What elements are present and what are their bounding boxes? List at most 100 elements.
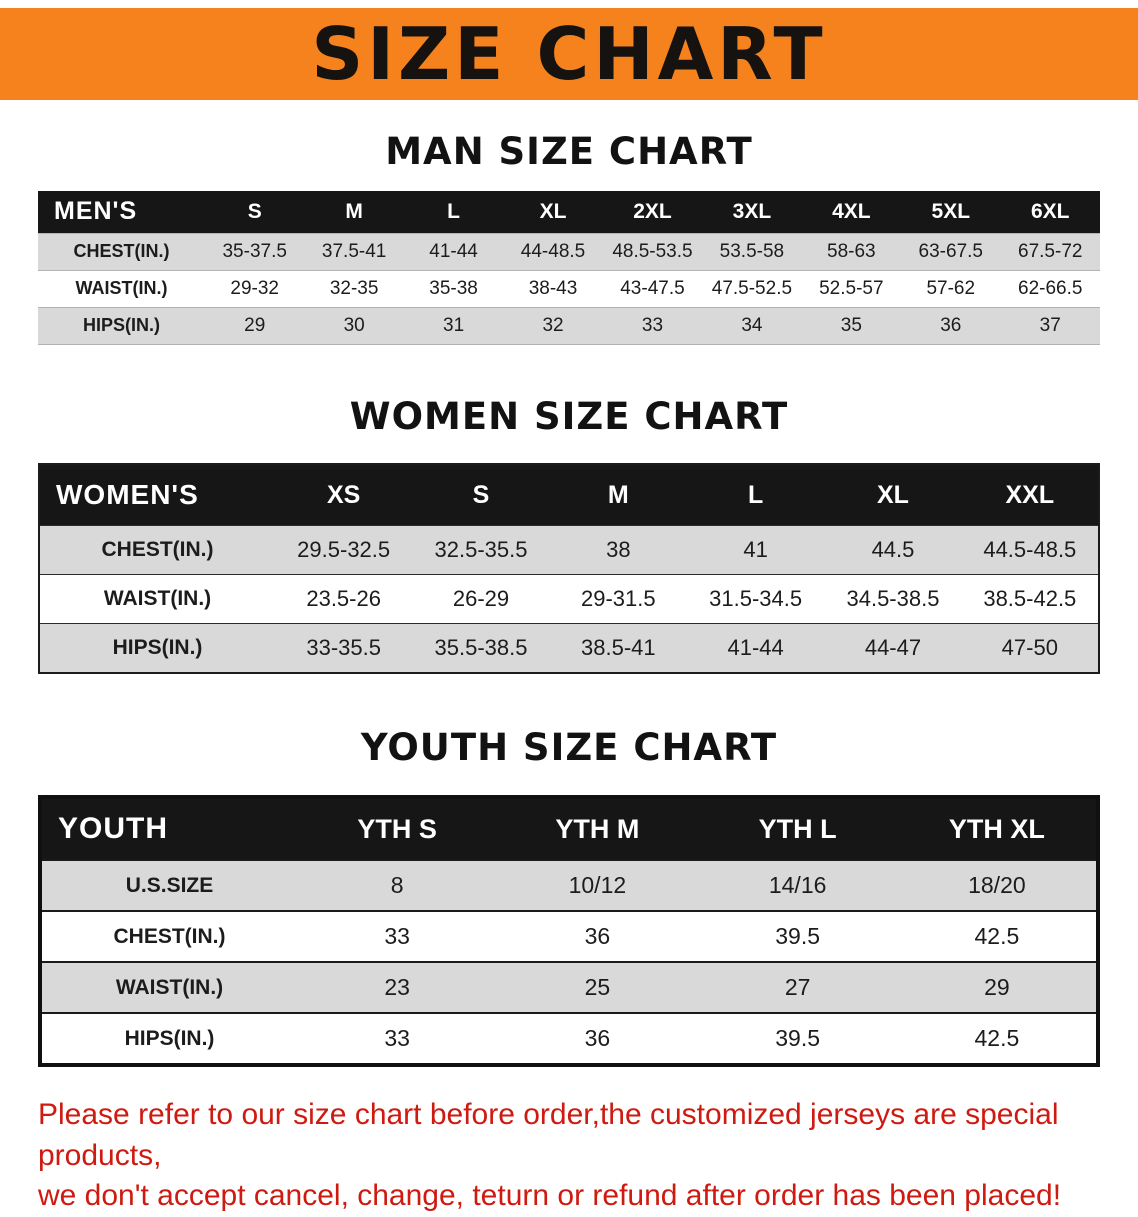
size-header-cell: XL: [824, 464, 962, 526]
size-header-cell: L: [403, 190, 504, 234]
page-title: SIZE CHART: [311, 12, 827, 96]
value-cell: 38-43: [528, 277, 578, 299]
value-cell: 43-47.5: [620, 277, 685, 299]
value-cell: 41: [743, 537, 768, 563]
value-cell: 34.5-38.5: [846, 586, 940, 612]
size-header-cell: S: [412, 464, 550, 526]
row-label-cell: CHEST(IN.): [73, 241, 170, 262]
value-cell: 32.5-35.5: [434, 537, 528, 563]
value-cell: 58-63: [827, 240, 876, 262]
value-cell: 33-35.5: [306, 635, 381, 661]
table-title-cell: YOUTH: [40, 797, 297, 861]
size-header-cell: YTH M: [497, 797, 698, 861]
value-cell: 29.5-32.5: [297, 537, 391, 563]
row-label-cell: HIPS(IN.): [124, 1026, 215, 1050]
size-header-cell: 3XL: [702, 190, 802, 234]
value-cell: 8: [390, 872, 404, 899]
size-header-cell: XS: [275, 464, 413, 526]
value-cell: 38: [606, 537, 631, 563]
row-label-cell: WAIST(IN.): [115, 975, 224, 999]
size-header-cell: 6XL: [1000, 190, 1100, 234]
disclaimer: Please refer to our size chart before or…: [38, 1095, 1100, 1217]
women-size-table: WOMEN'S XS S M L XL XXL CHEST(IN.) 29.5-32.5 32.5…: [38, 463, 1100, 675]
value-cell: 48.5-53.5: [612, 240, 693, 262]
size-header-cell: YTH XL: [897, 797, 1098, 861]
value-cell: 29-32: [230, 277, 280, 299]
table-row: WAIST(IN.) 29-32 32-35 35-38 38-43 43-47.5 47.…: [38, 270, 1100, 308]
women-section-heading: WOMEN SIZE CHART: [349, 394, 789, 438]
value-cell: 25: [584, 974, 611, 1001]
value-cell: 38.5-42.5: [983, 586, 1077, 612]
women-size-section: WOMEN SIZE CHART WOMEN'S XS S M L XL XXL CHEST(…: [0, 394, 1138, 675]
table-row: U.S.SIZE 8 10/12 14/16 18/20: [40, 860, 1098, 912]
table-row: CHEST(IN.) 33 36 39.5 42.5: [40, 911, 1098, 962]
row-label-cell: HIPS(IN.): [82, 315, 160, 336]
value-cell: 32: [542, 314, 564, 336]
value-cell: 44.5-48.5: [983, 537, 1077, 563]
value-cell: 35: [840, 314, 862, 336]
value-cell: 34: [741, 314, 763, 336]
value-cell: 53.5-58: [719, 240, 785, 262]
men-size-table: MEN'S S M L XL 2XL 3XL 4XL 5XL 6XL CHEST(IN.) 35-37…: [38, 190, 1100, 345]
value-cell: 35-38: [429, 277, 478, 299]
value-cell: 39.5: [775, 1025, 820, 1052]
table-header-row: YOUTH YTH S YTH M YTH L YTH XL: [40, 797, 1098, 861]
table-header-row: WOMEN'S XS S M L XL XXL: [39, 464, 1099, 526]
value-cell: 18/20: [968, 872, 1026, 899]
table-row: WAIST(IN.) 23 25 27 29: [40, 962, 1098, 1014]
value-cell: 31: [443, 314, 465, 336]
value-cell: 41-44: [429, 240, 478, 262]
value-cell: 44-48.5: [520, 240, 586, 262]
disclaimer-line-2: we don't accept cancel, change, teturn o…: [38, 1179, 1062, 1213]
youth-size-table: YOUTH YTH S YTH M YTH L YTH XL U.S.SIZE 8 10/12…: [38, 795, 1100, 1068]
size-header-cell: YTH S: [297, 797, 498, 861]
value-cell: 42.5: [974, 923, 1020, 950]
table-row: CHEST(IN.) 29.5-32.5 32.5-35.5 38 41 44.5 44.5…: [39, 525, 1099, 575]
size-header-cell: M: [304, 190, 404, 234]
value-cell: 33: [384, 1025, 410, 1052]
value-cell: 23: [384, 974, 410, 1001]
value-cell: 47-50: [1001, 635, 1058, 661]
value-cell: 36: [940, 314, 962, 336]
value-cell: 31.5-34.5: [709, 586, 803, 612]
value-cell: 29-31.5: [581, 586, 656, 612]
table-row: WAIST(IN.) 23.5-26 26-29 29-31.5 31.5-34.5 34…: [39, 574, 1099, 624]
banner: SIZE CHART: [0, 8, 1138, 100]
value-cell: 37.5-41: [321, 240, 387, 262]
row-label-cell: U.S.SIZE: [125, 873, 214, 897]
row-label-cell: CHEST(IN.): [101, 538, 214, 562]
value-cell: 10/12: [568, 872, 627, 899]
value-cell: 30: [343, 314, 365, 336]
table-row: HIPS(IN.) 33 36 39.5 42.5: [40, 1013, 1098, 1065]
row-label-cell: WAIST(IN.): [103, 587, 212, 611]
size-header-cell: S: [205, 190, 305, 234]
value-cell: 57-62: [926, 277, 976, 299]
men-size-section: MAN SIZE CHART MEN'S S M L XL 2XL 3XL 4XL 5XL 6XL…: [0, 131, 1138, 345]
value-cell: 37: [1039, 314, 1061, 336]
size-chart-page: { "banner": { "title": "SIZE CHART" }, "…: [0, 8, 1138, 1217]
value-cell: 36: [584, 1025, 611, 1052]
table-row: CHEST(IN.) 35-37.5 37.5-41 41-44 44-48.5 48.5…: [38, 233, 1100, 271]
value-cell: 29: [244, 314, 266, 336]
disclaimer-line-1: Please refer to our size chart before or…: [38, 1098, 1059, 1172]
value-cell: 33: [641, 314, 664, 336]
value-cell: 44-47: [864, 635, 922, 661]
value-cell: 32-35: [329, 277, 379, 299]
size-header-cell: M: [549, 464, 687, 526]
size-header-cell: XL: [503, 190, 603, 234]
row-label-cell: CHEST(IN.): [113, 924, 226, 948]
value-cell: 29: [984, 974, 1010, 1001]
value-cell: 26-29: [452, 586, 510, 612]
value-cell: 36: [584, 923, 611, 950]
value-cell: 39.5: [775, 923, 820, 950]
value-cell: 27: [784, 974, 811, 1001]
value-cell: 35-37.5: [222, 240, 287, 262]
youth-size-section: YOUTH SIZE CHART YOUTH YTH S YTH M YTH L YTH…: [0, 726, 1138, 1068]
table-header-row: MEN'S S M L XL 2XL 3XL 4XL 5XL 6XL: [38, 190, 1100, 234]
value-cell: 44.5: [871, 537, 915, 563]
value-cell: 41-44: [727, 635, 784, 661]
value-cell: 33: [384, 923, 410, 950]
youth-section-heading: YOUTH SIZE CHART: [360, 726, 778, 770]
size-header-cell: L: [686, 464, 825, 526]
table-row: HIPS(IN.) 33-35.5 35.5-38.5 38.5-41 41-44 44-…: [39, 623, 1099, 674]
